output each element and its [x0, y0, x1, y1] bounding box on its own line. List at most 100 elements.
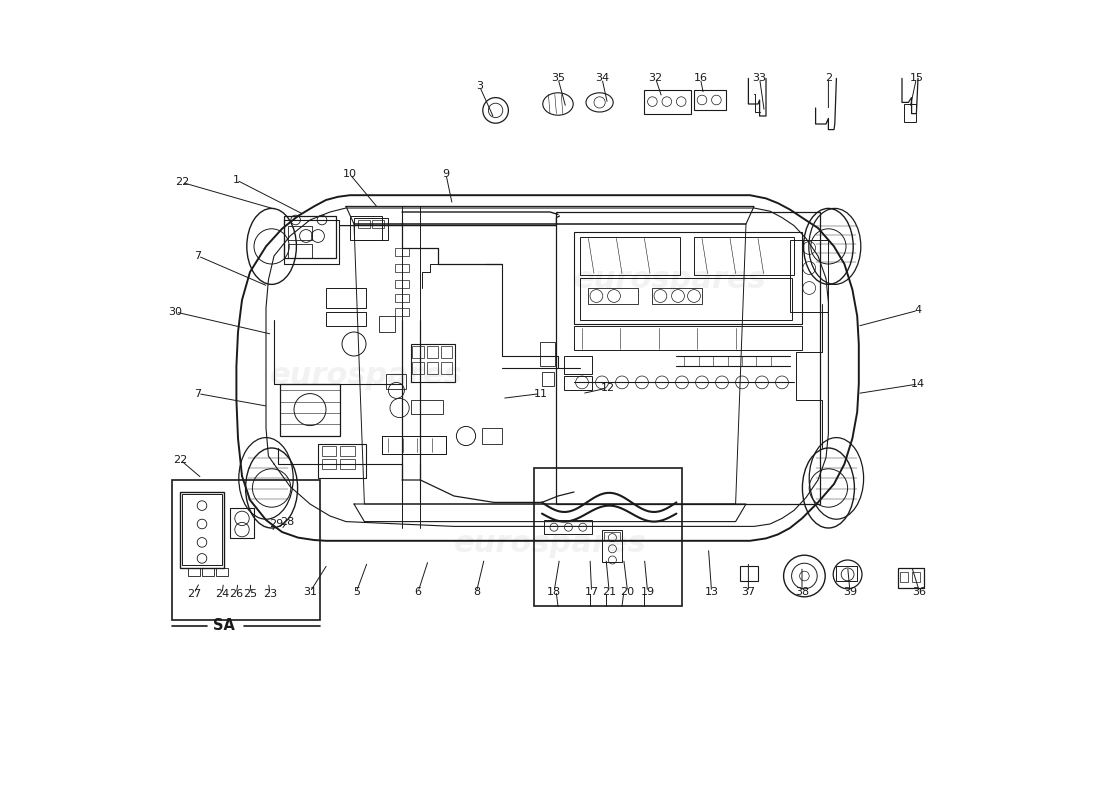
- Text: 17: 17: [584, 587, 598, 597]
- Bar: [542, 372, 554, 386]
- Text: 38: 38: [795, 587, 810, 597]
- Text: 35: 35: [551, 74, 565, 83]
- Bar: [581, 237, 681, 275]
- Bar: [574, 232, 802, 324]
- Bar: [427, 362, 438, 374]
- Bar: [173, 480, 320, 620]
- Text: 37: 37: [741, 587, 756, 597]
- Text: 7: 7: [195, 251, 201, 261]
- Text: 5: 5: [353, 587, 360, 597]
- Bar: [574, 326, 802, 350]
- Text: eurospares: eurospares: [573, 266, 767, 294]
- Bar: [230, 508, 254, 538]
- Text: 19: 19: [640, 587, 654, 597]
- Text: 33: 33: [752, 74, 767, 83]
- Text: 3: 3: [476, 82, 483, 91]
- Text: 36: 36: [913, 587, 926, 597]
- Bar: [395, 248, 409, 256]
- Bar: [395, 280, 409, 288]
- Text: 2: 2: [825, 74, 832, 83]
- Bar: [588, 288, 638, 304]
- Bar: [412, 362, 424, 374]
- Bar: [427, 346, 438, 358]
- Bar: [180, 492, 224, 568]
- Text: 7: 7: [195, 389, 201, 398]
- Text: 22: 22: [175, 178, 189, 187]
- Bar: [188, 568, 200, 576]
- Bar: [287, 244, 311, 258]
- Bar: [645, 90, 691, 114]
- Bar: [395, 264, 409, 272]
- Bar: [354, 218, 387, 240]
- Text: 18: 18: [547, 587, 561, 597]
- Text: 16: 16: [693, 74, 707, 83]
- Text: 32: 32: [649, 74, 662, 83]
- Bar: [395, 308, 409, 316]
- Bar: [322, 446, 337, 456]
- Bar: [441, 362, 452, 374]
- Text: eurospares: eurospares: [270, 362, 462, 390]
- Bar: [564, 356, 593, 374]
- Bar: [326, 312, 366, 326]
- Bar: [903, 104, 916, 122]
- Bar: [287, 226, 311, 240]
- Bar: [694, 237, 794, 275]
- Text: 27: 27: [187, 589, 201, 598]
- Text: 31: 31: [302, 587, 317, 597]
- Bar: [326, 288, 366, 308]
- Bar: [912, 572, 920, 582]
- Bar: [216, 568, 228, 576]
- Bar: [410, 400, 443, 414]
- Bar: [604, 532, 619, 540]
- Text: 14: 14: [911, 379, 925, 389]
- Bar: [564, 376, 593, 390]
- Text: 4: 4: [914, 306, 922, 315]
- Bar: [534, 468, 682, 606]
- Text: 11: 11: [534, 389, 548, 398]
- Text: 34: 34: [595, 74, 609, 83]
- Bar: [285, 216, 337, 258]
- Bar: [386, 374, 406, 389]
- Text: 1: 1: [233, 175, 240, 185]
- Text: 26: 26: [229, 589, 243, 598]
- Text: 21: 21: [602, 587, 616, 597]
- Text: 29: 29: [270, 519, 284, 529]
- Bar: [378, 316, 395, 332]
- Bar: [482, 428, 502, 444]
- Bar: [279, 384, 340, 436]
- Bar: [901, 572, 909, 582]
- Text: 10: 10: [343, 170, 358, 179]
- Bar: [340, 446, 355, 456]
- Bar: [318, 444, 366, 478]
- Bar: [581, 278, 792, 320]
- Bar: [790, 240, 828, 312]
- Bar: [412, 346, 424, 358]
- Text: SA: SA: [213, 618, 235, 633]
- Bar: [395, 294, 409, 302]
- Bar: [410, 344, 454, 382]
- Bar: [540, 342, 554, 366]
- Bar: [382, 436, 446, 454]
- Text: 8: 8: [473, 587, 480, 597]
- Text: 12: 12: [601, 383, 615, 393]
- Text: 6: 6: [415, 587, 421, 597]
- Bar: [652, 288, 702, 304]
- Bar: [285, 220, 339, 264]
- Text: 24: 24: [214, 589, 229, 598]
- Text: 39: 39: [843, 587, 857, 597]
- Bar: [322, 459, 337, 469]
- Bar: [836, 566, 857, 581]
- Bar: [340, 459, 355, 469]
- Bar: [182, 494, 222, 565]
- Bar: [898, 568, 924, 588]
- Bar: [350, 216, 382, 240]
- Text: 23: 23: [263, 589, 277, 598]
- Bar: [543, 520, 592, 534]
- Text: 22: 22: [174, 455, 187, 465]
- Bar: [358, 220, 370, 228]
- Bar: [441, 346, 452, 358]
- Text: eurospares: eurospares: [453, 530, 647, 558]
- Bar: [694, 90, 726, 110]
- Bar: [202, 568, 215, 576]
- Text: 13: 13: [705, 587, 718, 597]
